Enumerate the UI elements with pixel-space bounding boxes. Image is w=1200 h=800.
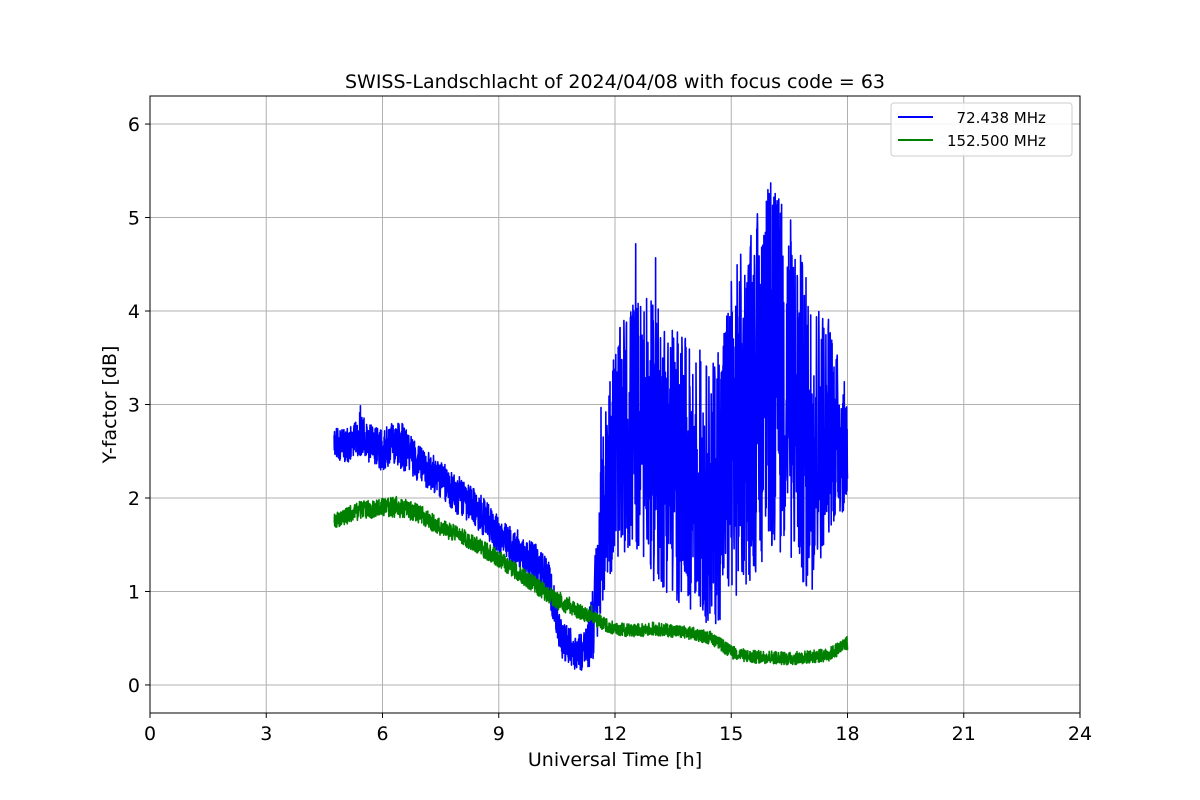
- y-tick-label: 1: [128, 581, 140, 603]
- x-tick-label: 24: [1068, 723, 1092, 745]
- x-tick-label: 15: [719, 723, 743, 745]
- y-tick-label: 2: [128, 488, 140, 510]
- legend-label-72mhz: 72.438 MHz: [947, 109, 1046, 127]
- x-tick-label: 21: [952, 723, 976, 745]
- series-lines: [333, 182, 849, 671]
- legend-label-152mhz: 152.500 MHz: [947, 132, 1046, 150]
- x-axis-label: Universal Time [h]: [528, 749, 702, 771]
- y-axis-label: Y-factor [dB]: [99, 346, 121, 465]
- legend-box: [890, 102, 1073, 157]
- y-tick-label: 5: [128, 208, 140, 230]
- x-tick-label: 9: [493, 723, 505, 745]
- x-tick-label: 6: [376, 723, 388, 745]
- x-tick-label: 12: [603, 723, 627, 745]
- series-line-1: [333, 495, 849, 666]
- y-tick-label: 4: [128, 301, 140, 323]
- chart-title: SWISS-Landschlacht of 2024/04/08 with fo…: [345, 71, 885, 93]
- y-tick-label: 3: [128, 395, 140, 417]
- x-tick-label: 0: [144, 723, 156, 745]
- x-tick-label: 18: [835, 723, 859, 745]
- legend: 72.438 MHz 152.500 MHz: [890, 102, 1073, 157]
- y-tick-label: 6: [128, 114, 140, 136]
- x-tick-label: 3: [260, 723, 272, 745]
- y-tick-label: 0: [128, 675, 140, 697]
